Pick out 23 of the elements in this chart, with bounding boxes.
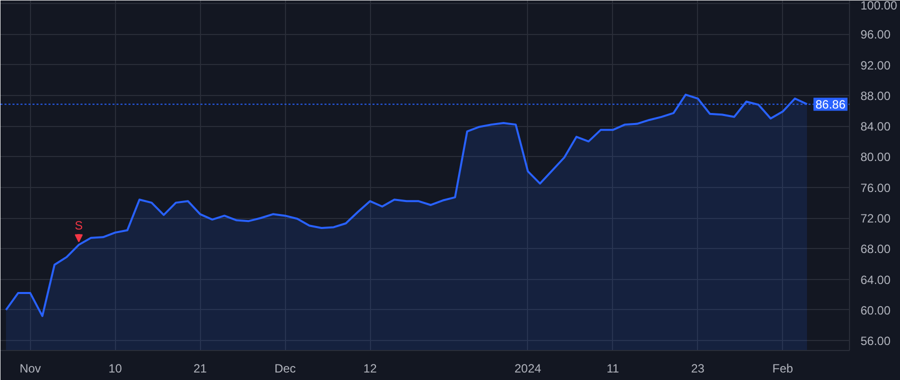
y-tick-label: 72.00 — [860, 212, 891, 226]
x-tick-label: Dec — [274, 362, 296, 376]
annotation: S — [74, 218, 83, 233]
x-tick-label: 11 — [606, 362, 620, 376]
y-tick-label: 92.00 — [860, 58, 891, 72]
y-tick-label: 76.00 — [860, 180, 891, 195]
x-tick-label: Feb — [772, 362, 794, 376]
x-tick-label: 21 — [193, 362, 208, 376]
y-tick-label: 84.00 — [860, 120, 891, 134]
y-tick-label: 96.00 — [860, 28, 891, 42]
x-tick-label: 2024 — [514, 362, 542, 376]
y-tick-label: 88.00 — [860, 88, 891, 103]
y-tick-label: 68.00 — [860, 242, 891, 256]
y-tick-label: 56.00 — [860, 334, 891, 348]
y-tick-label: 60.00 — [860, 303, 891, 318]
x-tick-label: Nov — [20, 362, 41, 376]
y-tick-label: 64.00 — [860, 272, 891, 287]
x-tick-label: 12 — [363, 362, 378, 376]
x-tick-label: 10 — [108, 362, 122, 376]
y-tick-label: 100.00 — [860, 0, 898, 12]
x-tick-label: 23 — [691, 362, 705, 376]
ref-line-label: 86.86 — [815, 98, 846, 112]
y-tick-label: 80.00 — [860, 150, 891, 164]
